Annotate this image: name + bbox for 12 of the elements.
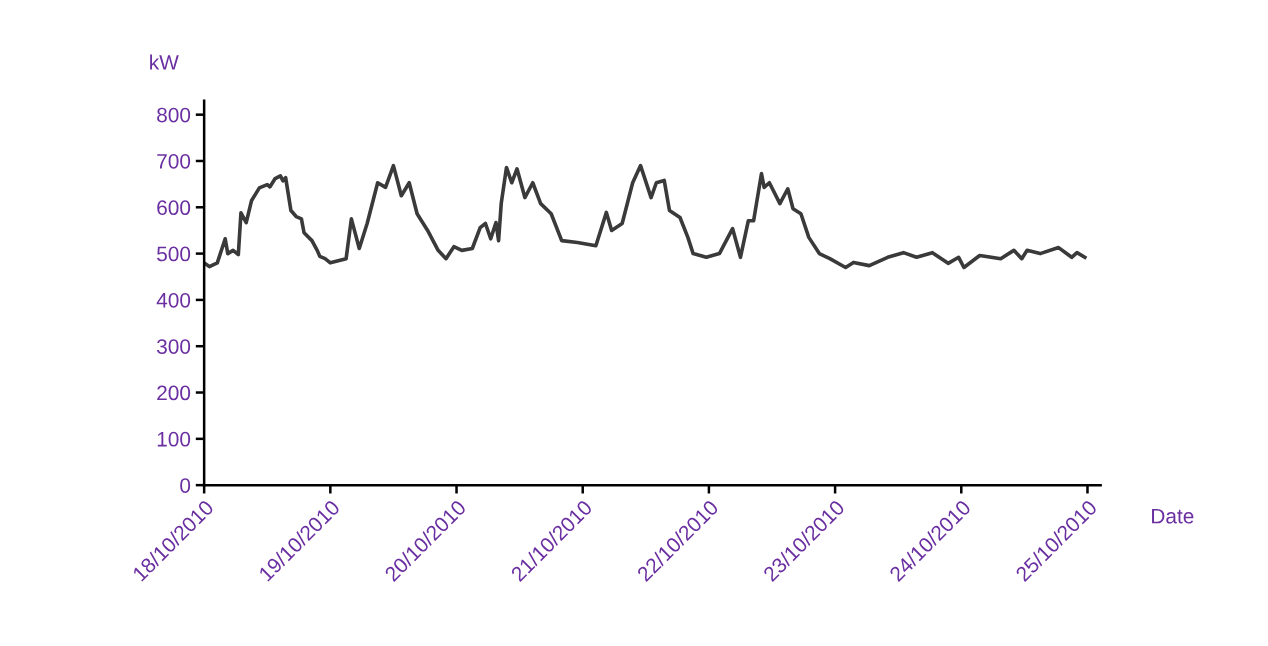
y-tick-label: 200 xyxy=(157,385,191,401)
y-axis-title: kW xyxy=(150,54,179,70)
y-tick-label: 300 xyxy=(156,339,191,354)
y-tick-label: 700 xyxy=(157,153,191,169)
y-tick-label: 400 xyxy=(156,292,191,308)
y-tick-label: 500 xyxy=(157,246,191,262)
x-axis-title: Date xyxy=(1152,508,1194,524)
y-tick-label: 0 xyxy=(180,478,191,493)
y-tick-label: 800 xyxy=(157,107,191,123)
y-tick-label: 600 xyxy=(157,200,191,216)
line-series xyxy=(204,163,1087,270)
y-tick-label: 100 xyxy=(157,431,191,447)
